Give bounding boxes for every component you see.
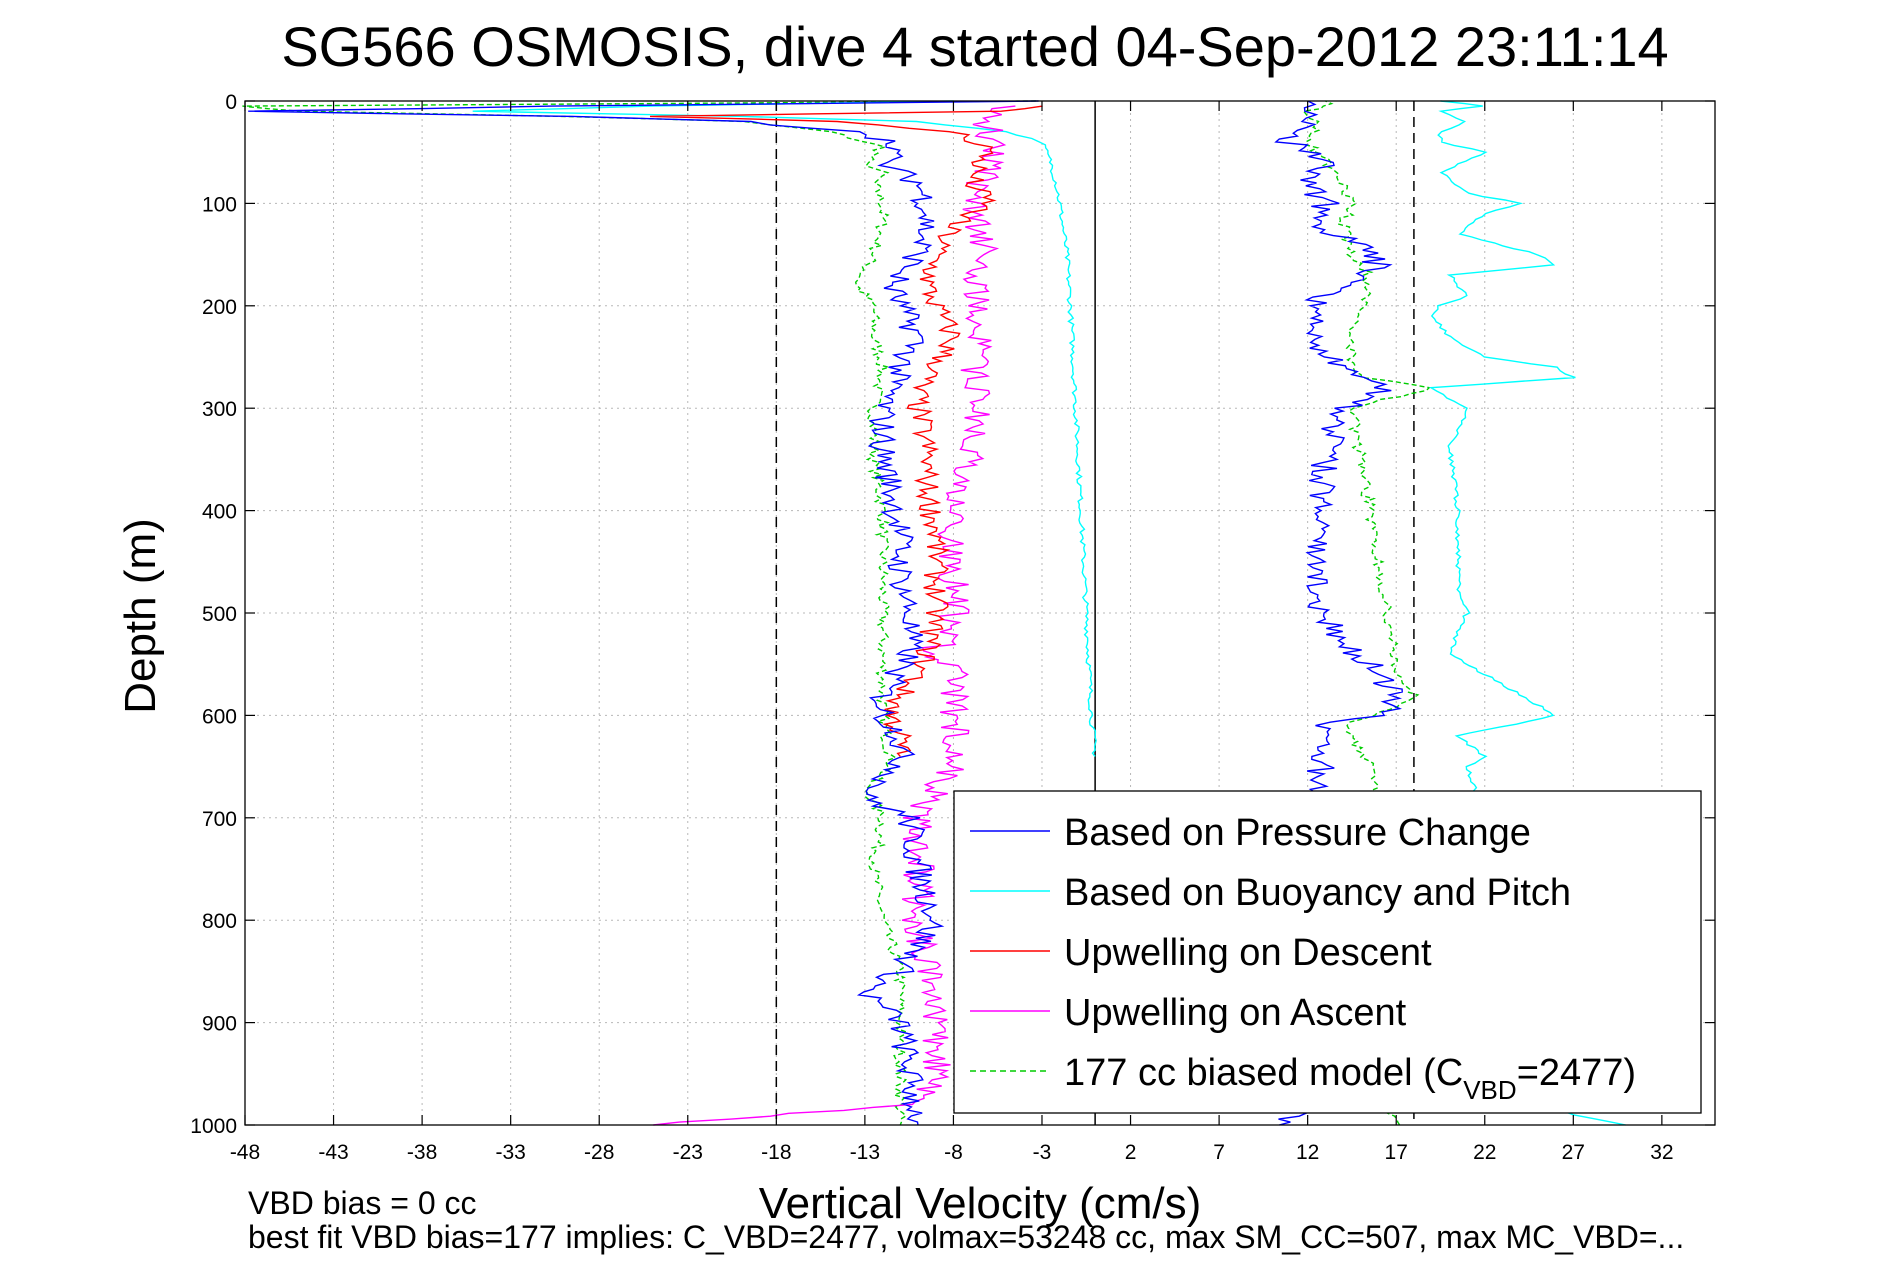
y-tick-label: 300 [202,398,237,421]
x-tick-label: -13 [850,1141,880,1164]
legend-box [953,790,1702,1114]
y-tick-label: 1000 [190,1115,237,1138]
x-tick-label: 2 [1125,1141,1137,1164]
y-tick-label: 200 [202,296,237,319]
x-tick-label: -18 [761,1141,791,1164]
x-tick-label: -33 [495,1141,525,1164]
x-tick-label: -48 [230,1141,260,1164]
x-axis-ticks: -48 -43 -38 -33 -28 -23 -18 -13 -8 -3 2 7 12 17 22 27 32 [230,101,1674,1164]
chart-title: SG566 OSMOSIS, dive 4 started 04-Sep-201… [281,15,1668,78]
x-tick-label: 12 [1296,1141,1319,1164]
legend-label: Based on Pressure Change [1064,812,1531,854]
x-tick-label: 22 [1473,1141,1496,1164]
y-tick-label: 600 [202,705,237,728]
legend-label: Upwelling on Ascent [1064,992,1407,1034]
y-tick-label: 400 [202,501,237,524]
y-tick-label: 0 [225,91,237,114]
x-tick-label: -3 [1033,1141,1052,1164]
y-axis-ticks: 0 100 200 300 400 500 600 700 800 900 1000 [190,91,1715,1138]
x-tick-label: 32 [1650,1141,1673,1164]
footer-line-1: VBD bias = 0 cc [248,1185,477,1221]
x-tick-label: -23 [673,1141,703,1164]
legend: Based on Pressure Change Based on Buoyanc… [953,790,1702,1114]
x-tick-label: -28 [584,1141,614,1164]
footer-line-2: best fit VBD bias=177 implies: C_VBD=247… [248,1219,1684,1255]
legend-entries: Based on Pressure Change Based on Buoyanc… [970,812,1636,1105]
series-line-2-descent [472,100,1097,757]
series-line-5-descent [242,100,1036,1126]
y-tick-label: 500 [202,603,237,626]
y-axis-label: Depth (m) [116,518,165,714]
y-tick-label: 100 [202,193,237,216]
series-line-3-descent [649,105,1043,757]
x-tick-label: -38 [407,1141,437,1164]
x-tick-label: 27 [1562,1141,1585,1164]
x-tick-label: 17 [1385,1141,1408,1164]
y-tick-label: 900 [202,1013,237,1036]
y-tick-label: 700 [202,808,237,831]
legend-label: Based on Buoyancy and Pitch [1064,872,1571,914]
x-tick-label: -8 [944,1141,963,1164]
x-tick-label: 7 [1213,1141,1225,1164]
x-tick-label: -43 [318,1141,348,1164]
series-line-1-descent [248,100,1039,1126]
x-axis-label: Vertical Velocity (cm/s) [759,1179,1202,1228]
legend-label: 177 cc biased model (CVBD=2477) [1064,1052,1636,1105]
y-tick-label: 800 [202,910,237,933]
legend-label: Upwelling on Descent [1064,932,1432,974]
